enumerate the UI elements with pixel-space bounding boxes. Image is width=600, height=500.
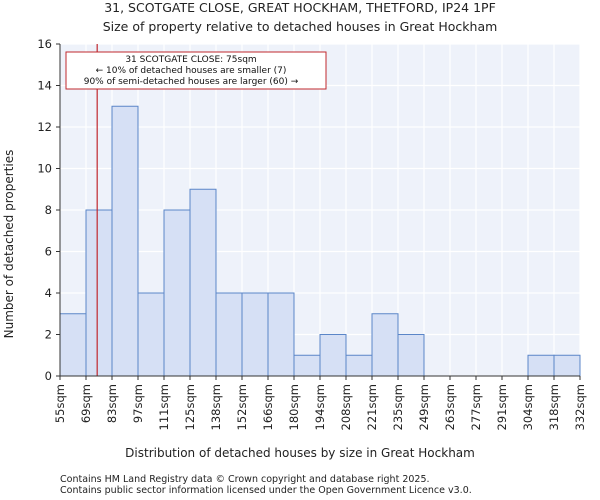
marker: 31 SCOTGATE CLOSE: 75sqm← 10% of detache… — [65, 44, 327, 376]
bar — [345, 354, 373, 377]
bar — [397, 334, 425, 377]
x-tick-label: 291sqm — [495, 384, 509, 430]
x-tick-label: 194sqm — [313, 384, 327, 430]
bar — [189, 188, 217, 377]
y-tick-label: 2 — [45, 328, 52, 342]
y-tick-label: 4 — [45, 286, 52, 300]
x-tick-label: 69sqm — [79, 384, 93, 423]
x-tick-label: 83sqm — [105, 384, 119, 423]
x-tick-label: 97sqm — [131, 384, 145, 423]
x-tick-label: 249sqm — [417, 384, 431, 430]
footer-line-1: Contains HM Land Registry data © Crown c… — [60, 474, 430, 485]
x-tick-label: 263sqm — [443, 384, 457, 430]
x-tick-label: 152sqm — [235, 384, 249, 430]
x-tick-label: 277sqm — [469, 384, 483, 430]
bars — [59, 105, 581, 377]
axes: 0 2 4 6 8 10 12 14 16 55sqm 69sqm 83sqm 97sqm 111sqm 1… — [37, 37, 587, 430]
x-tick-label: 180sqm — [287, 384, 301, 430]
y-tick-label: 10 — [37, 162, 52, 176]
bar — [59, 313, 87, 377]
y-tick-label: 12 — [37, 120, 52, 134]
annotation-line: ← 10% of detached houses are smaller (7) — [96, 66, 287, 76]
y-axis-label: Number of detached properties — [2, 150, 16, 339]
bar — [137, 292, 165, 377]
annotation-box — [65, 51, 327, 90]
annotation-line: 31 SCOTGATE CLOSE: 75sqm — [125, 55, 256, 65]
bar — [293, 354, 321, 377]
y-tick-label: 6 — [45, 245, 52, 259]
bar — [163, 209, 191, 377]
x-tick-label: 166sqm — [261, 384, 275, 430]
bar — [241, 292, 269, 377]
x-tick-label: 318sqm — [547, 384, 561, 430]
x-tick-label: 221sqm — [365, 384, 379, 430]
bar — [527, 354, 555, 377]
bar — [85, 209, 113, 377]
y-tick-label: 16 — [37, 37, 52, 51]
chart-title: 31, SCOTGATE CLOSE, GREAT HOCKHAM, THETF… — [104, 0, 496, 15]
bar — [371, 313, 399, 377]
footer-line-2: Contains public sector information licen… — [60, 485, 472, 496]
x-tick-label: 111sqm — [157, 384, 171, 430]
x-tick-label: 235sqm — [391, 384, 405, 430]
x-tick-label: 208sqm — [339, 384, 353, 430]
y-tick-label: 0 — [45, 369, 52, 383]
x-tick-label: 125sqm — [183, 384, 197, 430]
y-tick-label: 14 — [37, 79, 52, 93]
chart-subtitle: Size of property relative to detached ho… — [103, 19, 498, 34]
x-tick-label: 138sqm — [209, 384, 223, 430]
y-tick-label: 8 — [45, 203, 52, 217]
x-tick-label: 332sqm — [573, 384, 587, 430]
x-axis-label: Distribution of detached houses by size … — [125, 446, 475, 460]
bar — [553, 354, 581, 377]
bar — [319, 334, 347, 377]
annotation-line: 90% of semi-detached houses are larger (… — [84, 77, 299, 87]
bar — [215, 292, 243, 377]
bar — [267, 292, 295, 377]
x-tick-label: 55sqm — [53, 384, 67, 423]
bar — [111, 105, 139, 377]
x-tick-label: 304sqm — [521, 384, 535, 430]
